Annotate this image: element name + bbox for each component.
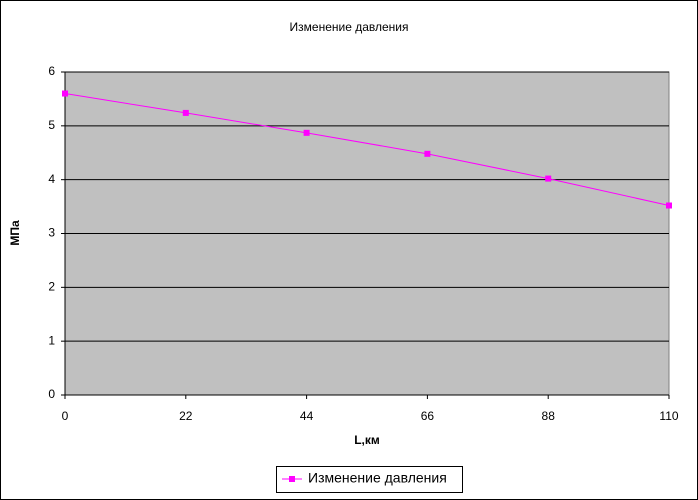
y-axis-label: МПа (8, 220, 22, 246)
point-marker (424, 150, 431, 157)
x-tick-label: 44 (300, 409, 314, 423)
y-tick-label: 1 (48, 333, 55, 347)
y-tick-label: 2 (48, 280, 55, 294)
legend-marker (289, 476, 295, 482)
y-tick-label: 5 (48, 118, 55, 132)
y-tick-label: 6 (48, 64, 55, 78)
chart-title: Изменение давления (290, 20, 409, 34)
legend-label: Изменение давления (308, 470, 447, 486)
point-marker (545, 175, 552, 182)
point-marker (182, 109, 189, 116)
point-marker (303, 129, 310, 136)
series-line (64, 93, 670, 206)
x-tick-label: 0 (62, 409, 69, 423)
x-tick-label: 88 (542, 409, 556, 423)
x-tick-label: 22 (179, 409, 193, 423)
legend-box (276, 466, 463, 493)
x-tick-label: 110 (659, 409, 678, 423)
y-tick-label: 4 (48, 172, 55, 186)
y-tick-label: 0 (48, 387, 55, 401)
x-tick-label: 66 (421, 409, 435, 423)
point-marker (62, 90, 68, 97)
x-axis-label: L,км (354, 433, 380, 447)
y-tick-label: 3 (48, 226, 55, 240)
point-marker (666, 202, 672, 209)
